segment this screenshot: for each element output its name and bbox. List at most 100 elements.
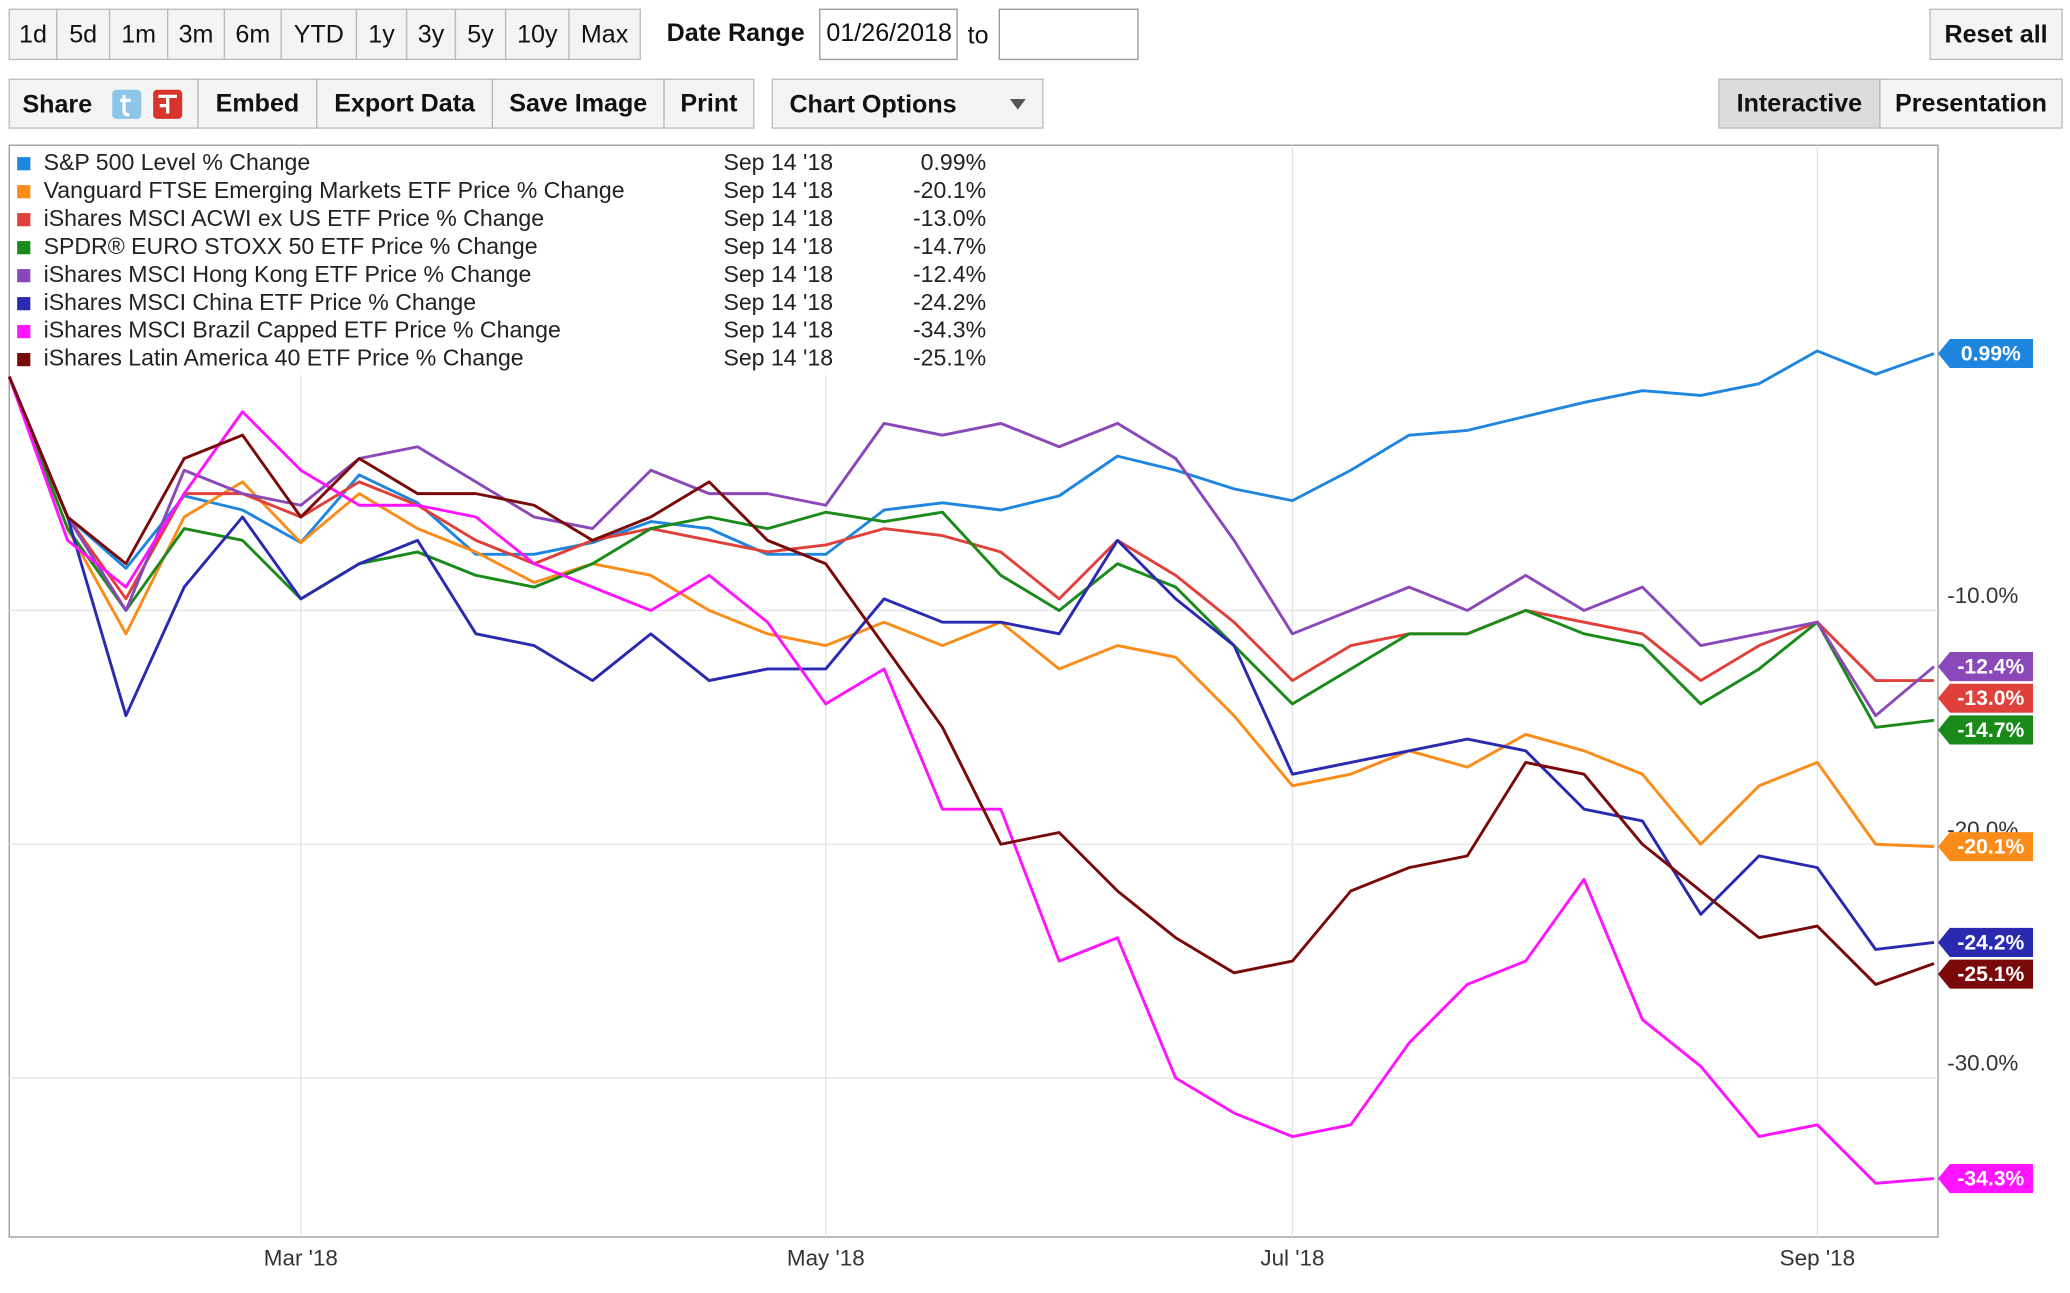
- range-button-bg[interactable]: [280, 8, 358, 61]
- range-button[interactable]: 1d: [8, 8, 58, 61]
- legend-value: -12.4%: [913, 261, 986, 287]
- series-line: [7, 349, 1935, 570]
- end-tag: [1937, 339, 2034, 369]
- action-button[interactable]: Export Data: [316, 78, 494, 129]
- legend-swatch[interactable]: [17, 269, 31, 283]
- mode-button-label[interactable]: Presentation: [1895, 90, 2047, 118]
- legend-swatch[interactable]: [17, 241, 31, 255]
- reset-button-label[interactable]: Reset all: [1944, 20, 2047, 48]
- legend-value: -20.1%: [913, 177, 986, 203]
- reset-button[interactable]: Reset all: [1929, 8, 2063, 61]
- end-tag: [1937, 683, 2034, 713]
- action-button[interactable]: Print: [663, 78, 755, 129]
- action-button[interactable]: Save Image: [491, 78, 665, 129]
- action-button-label[interactable]: Export Data: [334, 90, 476, 118]
- range-button-label[interactable]: YTD: [294, 20, 344, 48]
- action-button-bg[interactable]: [491, 78, 665, 129]
- series-line: [7, 376, 1935, 951]
- legend-date: Sep 14 '18: [723, 205, 833, 231]
- action-button-label[interactable]: Embed: [216, 90, 300, 118]
- end-tag: [1937, 652, 2034, 682]
- date-from-input[interactable]: [819, 8, 958, 61]
- legend-label[interactable]: iShares Latin America 40 ETF Price % Cha…: [44, 345, 524, 371]
- chart-options-bg[interactable]: [771, 78, 1044, 129]
- range-button-label[interactable]: 10y: [517, 20, 558, 48]
- date-to-input[interactable]: [998, 8, 1139, 61]
- dropdown-arrow[interactable]: [1009, 99, 1026, 110]
- mode-button[interactable]: Presentation: [1879, 78, 2063, 129]
- range-button[interactable]: 3y: [405, 8, 457, 61]
- twitter-glyph[interactable]: [120, 95, 131, 117]
- legend-label[interactable]: iShares MSCI China ETF Price % Change: [44, 289, 477, 315]
- end-tag-label: -20.1%: [1957, 835, 2024, 858]
- range-button-bg[interactable]: [223, 8, 282, 61]
- range-button[interactable]: YTD: [280, 8, 358, 61]
- range-button-bg[interactable]: [166, 8, 226, 61]
- legend-bg: [10, 147, 997, 375]
- date-from-value[interactable]: 01/26/2018: [826, 19, 952, 47]
- legend-swatch[interactable]: [17, 353, 31, 367]
- share-button[interactable]: Share: [8, 78, 199, 129]
- range-button-bg[interactable]: [568, 8, 641, 61]
- range-button-label[interactable]: 5y: [467, 20, 494, 48]
- range-button-label[interactable]: 1y: [368, 20, 395, 48]
- legend-label[interactable]: iShares MSCI Brazil Capped ETF Price % C…: [44, 317, 561, 343]
- legend-label[interactable]: iShares MSCI ACWI ex US ETF Price % Chan…: [44, 205, 545, 231]
- legend-label[interactable]: SPDR® EURO STOXX 50 ETF Price % Change: [44, 233, 538, 259]
- range-button-bg[interactable]: [8, 8, 58, 61]
- range-button-label[interactable]: 3y: [418, 20, 445, 48]
- grid: Mar '18 May '18 Jul '18 Sep '18-10.0%-20.0%…: [9, 145, 2018, 1270]
- legend-swatch[interactable]: [17, 185, 31, 199]
- to-label: to: [968, 22, 989, 50]
- mode-button[interactable]: Interactive: [1718, 78, 1881, 129]
- reset-button-bg[interactable]: [1929, 8, 2063, 61]
- range-button[interactable]: 5d: [56, 8, 111, 61]
- action-button[interactable]: Embed: [197, 78, 318, 129]
- action-button-label[interactable]: Print: [680, 90, 738, 118]
- range-button-label[interactable]: 5d: [69, 20, 97, 48]
- action-button-label[interactable]: Save Image: [509, 90, 647, 118]
- mode-button-bg[interactable]: [1879, 78, 2063, 129]
- legend-label[interactable]: Vanguard FTSE Emerging Markets ETF Price…: [44, 177, 625, 203]
- range-button-label[interactable]: 1d: [19, 20, 47, 48]
- mode-button-label[interactable]: Interactive: [1737, 90, 1863, 118]
- range-button-bg[interactable]: [108, 8, 169, 61]
- legend-swatch[interactable]: [17, 325, 31, 339]
- range-button[interactable]: 1y: [355, 8, 408, 61]
- x-tick-label: Sep '18: [1780, 1245, 1855, 1270]
- end-tag-label: -24.2%: [1957, 931, 2024, 954]
- stocktwits-glyph[interactable]: [158, 94, 177, 114]
- legend-swatch[interactable]: [17, 213, 31, 227]
- range-button[interactable]: 6m: [223, 8, 282, 61]
- range-button[interactable]: 10y: [504, 8, 570, 61]
- range-button-label[interactable]: Max: [581, 20, 629, 48]
- twitter-icon[interactable]: [112, 89, 142, 119]
- legend-date: Sep 14 '18: [723, 345, 833, 371]
- range-button[interactable]: 1m: [108, 8, 169, 61]
- legend-date: Sep 14 '18: [723, 261, 833, 287]
- range-button[interactable]: 3m: [166, 8, 226, 61]
- chart-options-label[interactable]: Chart Options: [789, 90, 956, 118]
- mode-button-bg[interactable]: [1718, 78, 1881, 129]
- range-button[interactable]: 5y: [454, 8, 507, 61]
- legend-swatch[interactable]: [17, 157, 31, 171]
- range-button-label[interactable]: 6m: [235, 20, 270, 48]
- end-tag: [1937, 959, 2034, 989]
- end-tags: 0.99% -12.4% -13.0% -14.7% -20.1% -24.2% -25.1…: [1937, 339, 2034, 1194]
- legend-label[interactable]: S&P 500 Level % Change: [44, 149, 311, 175]
- action-button-bg[interactable]: [197, 78, 318, 129]
- legend-value: -24.2%: [913, 289, 986, 315]
- range-button-bg[interactable]: [454, 8, 507, 61]
- range-button-label[interactable]: 1m: [121, 20, 156, 48]
- range-button-label[interactable]: 3m: [179, 20, 214, 48]
- legend-swatch[interactable]: [17, 297, 31, 311]
- chart-options[interactable]: Chart Options: [771, 78, 1044, 129]
- share-label[interactable]: Share: [22, 90, 92, 118]
- range-button[interactable]: Max: [568, 8, 641, 61]
- y-tick-label: -10.0%: [1947, 583, 2018, 608]
- range-button-bg[interactable]: [405, 8, 457, 61]
- action-button-bg[interactable]: [663, 78, 755, 129]
- legend-label[interactable]: iShares MSCI Hong Kong ETF Price % Chang…: [44, 261, 532, 287]
- legend-value: -34.3%: [913, 317, 986, 343]
